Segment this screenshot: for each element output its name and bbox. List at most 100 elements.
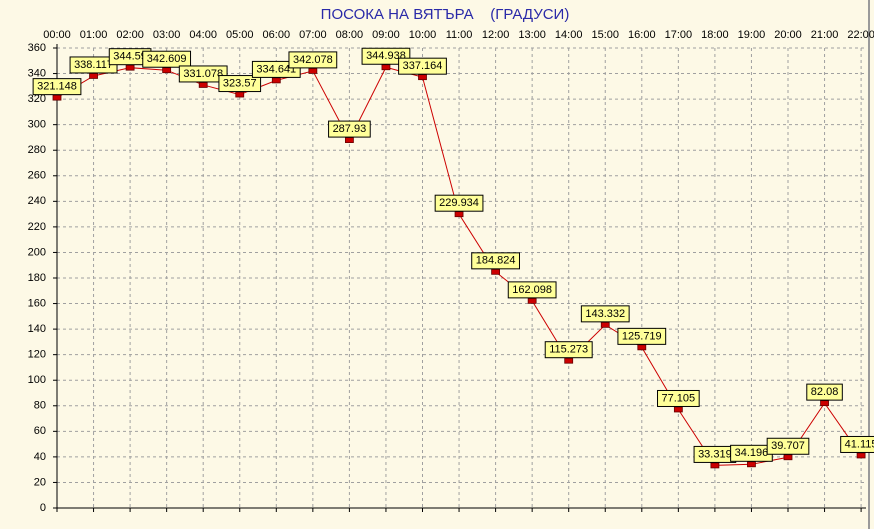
data-label: 115.273 bbox=[544, 341, 593, 359]
data-label-text: 337.164 bbox=[403, 60, 443, 72]
data-label: 321.148 bbox=[32, 78, 82, 96]
x-tick-label: 07:00 bbox=[299, 29, 327, 41]
marker bbox=[673, 406, 683, 413]
x-tick-label: 16:00 bbox=[628, 29, 656, 41]
data-label: 331.078 bbox=[178, 65, 228, 83]
marker bbox=[637, 344, 647, 351]
data-label-box bbox=[32, 78, 82, 96]
data-label-text: 331.078 bbox=[183, 68, 223, 80]
x-tick-label: 05:00 bbox=[226, 29, 254, 41]
data-label-text: 342.609 bbox=[147, 53, 187, 65]
data-label: 143.332 bbox=[580, 305, 630, 323]
y-tick-label: 100 bbox=[28, 374, 46, 386]
marker bbox=[527, 297, 537, 304]
marker bbox=[600, 321, 610, 328]
data-label-box bbox=[178, 65, 228, 83]
y-tick-label: 280 bbox=[28, 144, 46, 156]
data-label-text: 143.332 bbox=[585, 308, 625, 320]
data-label: 77.105 bbox=[657, 389, 700, 407]
x-tick-label: 09:00 bbox=[372, 29, 400, 41]
marker bbox=[783, 454, 793, 461]
data-label-text: 344.938 bbox=[366, 50, 406, 62]
y-tick-label: 80 bbox=[34, 400, 46, 412]
data-label-text: 162.098 bbox=[512, 284, 552, 296]
y-tick-label: 220 bbox=[28, 221, 46, 233]
data-label: 344.59 bbox=[108, 48, 152, 66]
y-tick-label: 160 bbox=[28, 297, 46, 309]
marker bbox=[381, 64, 391, 71]
data-label: 334.641 bbox=[251, 60, 301, 78]
data-label-box bbox=[840, 435, 874, 453]
marker bbox=[125, 64, 135, 71]
x-tick-label: 11:00 bbox=[446, 29, 473, 41]
data-label-text: 184.824 bbox=[476, 255, 516, 267]
data-label-box bbox=[434, 194, 484, 212]
x-tick-label: 02:00 bbox=[116, 29, 144, 41]
marker bbox=[710, 462, 720, 469]
x-tick-label: 22:00 bbox=[847, 29, 874, 41]
data-label: 39.707 bbox=[766, 437, 810, 455]
x-tick-label: 18:00 bbox=[701, 29, 729, 41]
data-label-text: 41.115 bbox=[845, 438, 874, 450]
y-tick-label: 0 bbox=[40, 502, 46, 514]
data-label-box bbox=[806, 383, 843, 401]
x-tick-label: 21:00 bbox=[811, 29, 839, 41]
chart-title: ПОСОКА НА ВЯТЪРА (ГРАДУСИ) bbox=[321, 6, 570, 23]
marker bbox=[308, 68, 318, 74]
data-label-box bbox=[251, 60, 301, 78]
y-tick-label: 20 bbox=[34, 476, 46, 488]
data-label-text: 125.719 bbox=[622, 330, 662, 342]
data-label-box bbox=[766, 437, 810, 455]
marker bbox=[52, 94, 62, 101]
data-label: 184.824 bbox=[471, 252, 520, 270]
y-tick-label: 140 bbox=[28, 323, 46, 335]
data-label: 82.08 bbox=[806, 383, 843, 401]
data-label: 34.196 bbox=[730, 444, 773, 462]
x-tick-label: 04:00 bbox=[189, 29, 217, 41]
data-label: 287.93 bbox=[328, 120, 371, 138]
data-label: 41.115 bbox=[840, 435, 874, 453]
marker bbox=[747, 461, 756, 468]
marker bbox=[89, 73, 98, 79]
data-label-text: 344.59 bbox=[113, 51, 147, 63]
data-label: 323.57 bbox=[218, 75, 262, 93]
data-label: 33.319 bbox=[693, 445, 737, 463]
data-label-box bbox=[507, 281, 557, 299]
data-label: 162.098 bbox=[507, 281, 557, 299]
x-tick-label: 14:00 bbox=[555, 29, 583, 41]
x-tick-label: 20:00 bbox=[774, 29, 802, 41]
data-label-box bbox=[361, 47, 411, 65]
data-label-box bbox=[142, 50, 192, 68]
data-label-text: 334.641 bbox=[256, 63, 296, 75]
y-tick-label: 60 bbox=[34, 425, 46, 437]
data-label: 342.609 bbox=[142, 50, 192, 68]
x-tick-label: 08:00 bbox=[336, 29, 364, 41]
x-tick-label: 06:00 bbox=[263, 29, 291, 41]
data-label-box bbox=[288, 51, 338, 69]
y-tick-label: 320 bbox=[28, 93, 46, 105]
data-label-text: 33.319 bbox=[698, 448, 732, 460]
y-tick-label: 40 bbox=[34, 451, 46, 463]
y-tick-label: 300 bbox=[28, 119, 46, 131]
y-tick-label: 120 bbox=[28, 349, 46, 361]
y-tick-label: 260 bbox=[28, 170, 46, 182]
data-label-box bbox=[328, 120, 371, 138]
y-tick-label: 340 bbox=[28, 67, 46, 79]
x-tick-label: 15:00 bbox=[591, 29, 619, 41]
x-tick-label: 10:00 bbox=[409, 29, 437, 41]
marker bbox=[564, 357, 574, 364]
y-tick-label: 240 bbox=[28, 195, 46, 207]
marker bbox=[491, 268, 501, 275]
data-label-text: 82.08 bbox=[811, 386, 839, 398]
data-label: 344.938 bbox=[361, 47, 411, 65]
data-label-box bbox=[398, 57, 447, 75]
data-label: 342.078 bbox=[288, 51, 338, 69]
data-label-box bbox=[617, 327, 667, 345]
x-tick-label: 13:00 bbox=[518, 29, 546, 41]
marker bbox=[198, 82, 208, 88]
data-label-box bbox=[544, 341, 593, 359]
data-label: 338.117 bbox=[69, 56, 118, 74]
x-tick-label: 01:00 bbox=[80, 29, 108, 41]
